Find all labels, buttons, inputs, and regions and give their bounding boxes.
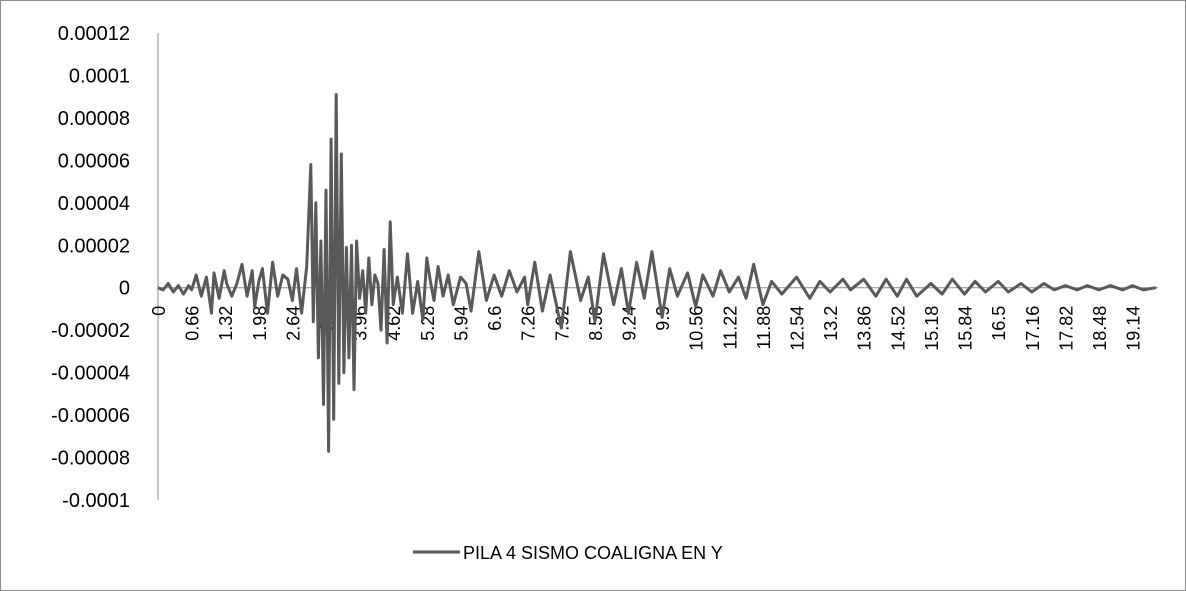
x-tick-label: 15.84	[956, 306, 976, 351]
x-tick-label: 17.82	[1056, 306, 1076, 351]
x-tick-label: 15.18	[922, 306, 942, 351]
x-tick-label: 14.52	[888, 306, 908, 351]
x-tick-label: 7.26	[519, 306, 539, 341]
x-tick-label: 18.48	[1090, 306, 1110, 351]
x-tick-label: 8.58	[586, 306, 606, 341]
x-tick-label: 17.16	[1023, 306, 1043, 351]
y-tick-label: 0	[119, 278, 130, 300]
x-tick-label: 13.2	[821, 306, 841, 341]
y-tick-label: -0.0001	[62, 490, 130, 512]
x-tick-label: 0.66	[183, 306, 203, 341]
x-tick-label: 10.56	[687, 306, 707, 351]
x-tick-label: 16.5	[989, 306, 1009, 341]
x-tick-label: 1.98	[250, 306, 270, 341]
series-line-pila-4	[157, 93, 1157, 453]
x-tick-label: 5.94	[451, 306, 471, 341]
series-area	[157, 93, 1157, 453]
x-tick-label: 11.88	[754, 306, 774, 350]
y-tick-label: 0.00012	[58, 23, 130, 45]
y-tick-label: -0.00006	[51, 405, 130, 427]
x-tick-label: 9.24	[619, 306, 639, 341]
x-tick-label: 0	[149, 306, 169, 316]
x-tick-label: 6.6	[485, 306, 505, 331]
y-axis: 0.00012 0.0001 0.00008 0.00006 0.00004 0.0000…	[51, 23, 159, 512]
y-tick-label: -0.00002	[51, 320, 130, 342]
y-tick-label: 0.0001	[69, 65, 130, 87]
y-tick-label: 0.00008	[58, 108, 130, 130]
y-tick-label: -0.00008	[51, 448, 130, 470]
legend: PILA 4 SISMO COALIGNA EN Y	[413, 543, 723, 563]
x-tick-label: 13.86	[855, 306, 875, 351]
x-tick-label: 2.64	[283, 306, 303, 341]
y-tick-label: -0.00004	[51, 363, 130, 385]
x-tick-label: 19.14	[1124, 306, 1144, 351]
y-tick-label: 0.00004	[58, 193, 130, 215]
y-tick-label: 0.00006	[58, 150, 130, 172]
x-tick-label: 11.22	[720, 306, 740, 350]
x-tick-label: 1.32	[216, 306, 236, 341]
x-tick-label: 12.54	[788, 306, 808, 351]
legend-label: PILA 4 SISMO COALIGNA EN Y	[463, 543, 723, 563]
y-tick-label: 0.00002	[58, 235, 130, 257]
